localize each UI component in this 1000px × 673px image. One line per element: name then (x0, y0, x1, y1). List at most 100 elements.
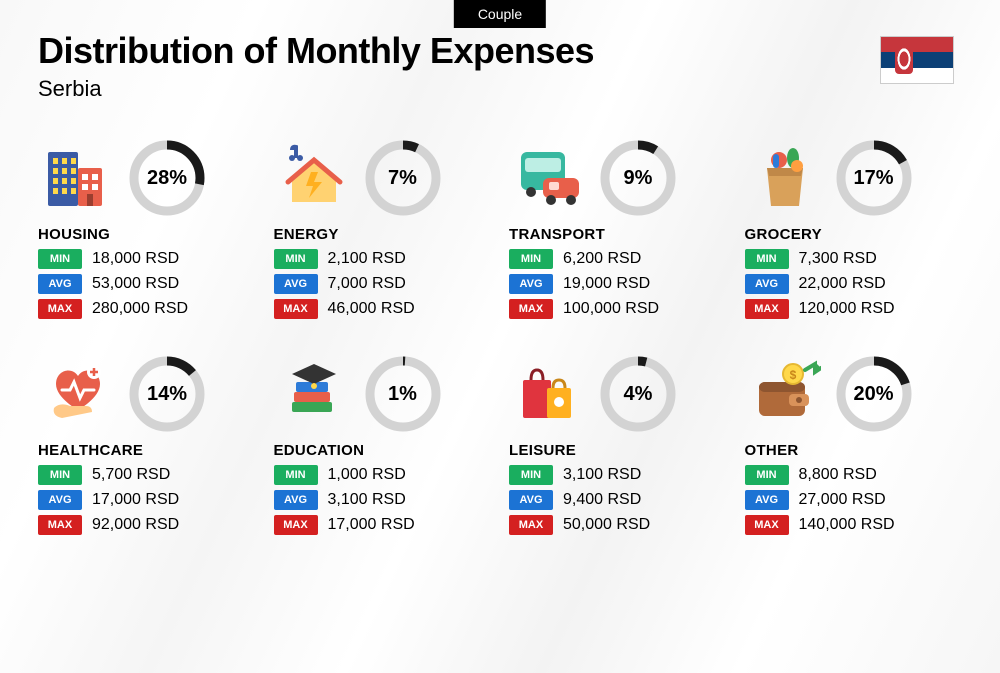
percent-value: 20% (835, 355, 913, 433)
header: Distribution of Monthly Expenses Serbia (38, 30, 962, 102)
max-value: 280,000 RSD (92, 300, 188, 318)
category-name: LEISURE (509, 442, 727, 459)
categories-grid: 28% HOUSING MIN 18,000 RSD AVG 53,000 RS… (38, 138, 962, 540)
stat-row-avg: AVG 27,000 RSD (745, 490, 963, 510)
avg-value: 9,400 RSD (563, 491, 641, 509)
avg-value: 19,000 RSD (563, 275, 650, 293)
min-label: MIN (274, 249, 318, 269)
shopping-bags-icon (509, 354, 589, 434)
stat-row-avg: AVG 17,000 RSD (38, 490, 256, 510)
min-label: MIN (509, 465, 553, 485)
percent-value: 14% (128, 355, 206, 433)
min-value: 3,100 RSD (563, 466, 641, 484)
stat-row-min: MIN 8,800 RSD (745, 465, 963, 485)
max-value: 100,000 RSD (563, 300, 659, 318)
avg-label: AVG (745, 274, 789, 294)
stat-row-min: MIN 2,100 RSD (274, 249, 492, 269)
percent-donut: 1% (364, 355, 442, 433)
flag-stripe-middle (881, 52, 953, 67)
min-value: 7,300 RSD (799, 250, 877, 268)
stat-row-max: MAX 92,000 RSD (38, 515, 256, 535)
category-card-energy: 7% ENERGY MIN 2,100 RSD AVG 7,000 RSD MA… (274, 138, 492, 324)
min-value: 1,000 RSD (328, 466, 406, 484)
stat-row-avg: AVG 9,400 RSD (509, 490, 727, 510)
percent-donut: 9% (599, 139, 677, 217)
percent-donut: 20% (835, 355, 913, 433)
avg-value: 3,100 RSD (328, 491, 406, 509)
stat-row-avg: AVG 19,000 RSD (509, 274, 727, 294)
avg-value: 22,000 RSD (799, 275, 886, 293)
stat-row-min: MIN 6,200 RSD (509, 249, 727, 269)
stats-block: MIN 2,100 RSD AVG 7,000 RSD MAX 46,000 R… (274, 249, 492, 319)
max-value: 50,000 RSD (563, 516, 650, 534)
stat-row-min: MIN 3,100 RSD (509, 465, 727, 485)
stats-block: MIN 1,000 RSD AVG 3,100 RSD MAX 17,000 R… (274, 465, 492, 535)
max-value: 92,000 RSD (92, 516, 179, 534)
max-label: MAX (38, 515, 82, 535)
min-label: MIN (38, 465, 82, 485)
category-card-housing: 28% HOUSING MIN 18,000 RSD AVG 53,000 RS… (38, 138, 256, 324)
category-name: OTHER (745, 442, 963, 459)
avg-value: 17,000 RSD (92, 491, 179, 509)
avg-label: AVG (745, 490, 789, 510)
flag-emblem (895, 44, 913, 74)
stat-row-min: MIN 18,000 RSD (38, 249, 256, 269)
avg-label: AVG (38, 490, 82, 510)
stats-block: MIN 7,300 RSD AVG 22,000 RSD MAX 120,000… (745, 249, 963, 319)
stat-row-max: MAX 50,000 RSD (509, 515, 727, 535)
stats-block: MIN 3,100 RSD AVG 9,400 RSD MAX 50,000 R… (509, 465, 727, 535)
category-tag: Couple (454, 0, 546, 28)
avg-label: AVG (274, 274, 318, 294)
category-card-leisure: 4% LEISURE MIN 3,100 RSD AVG 9,400 RSD M… (509, 354, 727, 540)
category-card-other: $ 20% OTHER MIN 8,800 RSD AVG 27,000 RSD… (745, 354, 963, 540)
percent-value: 9% (599, 139, 677, 217)
stat-row-avg: AVG 22,000 RSD (745, 274, 963, 294)
flag-stripe-bottom (881, 68, 953, 83)
avg-label: AVG (509, 274, 553, 294)
flag-stripe-top (881, 37, 953, 52)
stat-row-min: MIN 7,300 RSD (745, 249, 963, 269)
avg-label: AVG (509, 490, 553, 510)
stats-block: MIN 8,800 RSD AVG 27,000 RSD MAX 140,000… (745, 465, 963, 535)
stat-row-max: MAX 140,000 RSD (745, 515, 963, 535)
min-label: MIN (745, 249, 789, 269)
bus-car-icon (509, 138, 589, 218)
min-value: 2,100 RSD (328, 250, 406, 268)
max-value: 120,000 RSD (799, 300, 895, 318)
heart-hand-icon (38, 354, 118, 434)
percent-donut: 17% (835, 139, 913, 217)
wallet-coin-icon: $ (745, 354, 825, 434)
percent-value: 28% (128, 139, 206, 217)
category-card-education: 1% EDUCATION MIN 1,000 RSD AVG 3,100 RSD… (274, 354, 492, 540)
percent-donut: 14% (128, 355, 206, 433)
avg-label: AVG (38, 274, 82, 294)
category-name: EDUCATION (274, 442, 492, 459)
avg-value: 27,000 RSD (799, 491, 886, 509)
category-card-grocery: 17% GROCERY MIN 7,300 RSD AVG 22,000 RSD… (745, 138, 963, 324)
max-label: MAX (509, 515, 553, 535)
stat-row-avg: AVG 3,100 RSD (274, 490, 492, 510)
category-name: HOUSING (38, 226, 256, 243)
min-value: 6,200 RSD (563, 250, 641, 268)
min-label: MIN (509, 249, 553, 269)
max-label: MAX (745, 515, 789, 535)
min-label: MIN (274, 465, 318, 485)
stat-row-min: MIN 1,000 RSD (274, 465, 492, 485)
stats-block: MIN 6,200 RSD AVG 19,000 RSD MAX 100,000… (509, 249, 727, 319)
buildings-icon (38, 138, 118, 218)
country-subtitle: Serbia (38, 76, 962, 102)
min-value: 8,800 RSD (799, 466, 877, 484)
stat-row-avg: AVG 7,000 RSD (274, 274, 492, 294)
stat-row-max: MAX 17,000 RSD (274, 515, 492, 535)
percent-value: 1% (364, 355, 442, 433)
max-label: MAX (274, 515, 318, 535)
stat-row-avg: AVG 53,000 RSD (38, 274, 256, 294)
max-label: MAX (745, 299, 789, 319)
stat-row-min: MIN 5,700 RSD (38, 465, 256, 485)
category-name: ENERGY (274, 226, 492, 243)
min-value: 5,700 RSD (92, 466, 170, 484)
max-value: 46,000 RSD (328, 300, 415, 318)
percent-value: 17% (835, 139, 913, 217)
category-name: GROCERY (745, 226, 963, 243)
stat-row-max: MAX 280,000 RSD (38, 299, 256, 319)
